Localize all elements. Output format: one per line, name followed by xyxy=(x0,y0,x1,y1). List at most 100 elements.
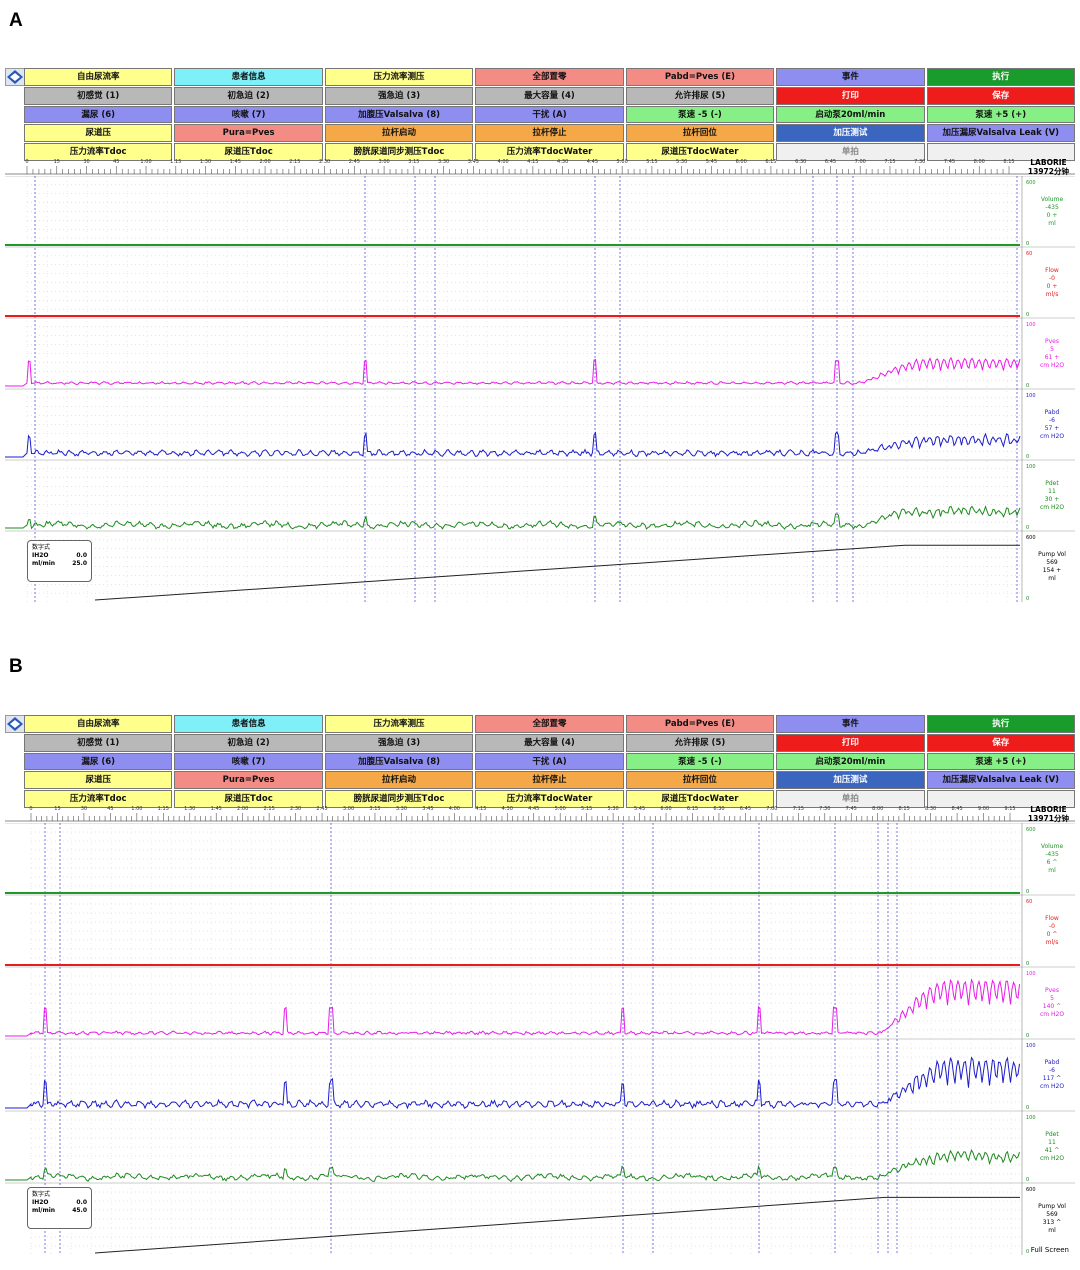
full-screen-button[interactable]: Full Screen xyxy=(1030,1246,1069,1254)
channel-value: cm H2O xyxy=(1039,1155,1065,1163)
command-button[interactable]: 压力流率Tdoc xyxy=(24,790,173,808)
command-button[interactable]: 最大容量 (4) xyxy=(475,733,624,752)
channel-label-pdet: Pdet 11 41 ^ cm H2O xyxy=(1028,1131,1076,1163)
empty-button-slot xyxy=(926,790,1075,808)
time-tick-label: 7:30 xyxy=(914,159,925,165)
command-button[interactable]: 单拍 xyxy=(776,143,925,161)
laborie-label: LABORIE 13971分钟 xyxy=(1028,805,1069,823)
channel-value: 0 + xyxy=(1046,282,1058,290)
command-button[interactable]: 事件 xyxy=(776,68,925,86)
command-button[interactable]: 咳嗽 (7) xyxy=(174,752,323,771)
command-button[interactable]: 拉杆停止 xyxy=(475,124,624,143)
command-button[interactable]: 患者信息 xyxy=(174,715,323,733)
command-button[interactable]: 保存 xyxy=(926,86,1075,105)
command-button[interactable]: 漏尿 (6) xyxy=(24,752,173,771)
time-tick-label: 0 xyxy=(29,806,32,812)
command-button[interactable]: 初急迫 (2) xyxy=(174,86,323,105)
command-button[interactable]: 初急迫 (2) xyxy=(174,733,323,752)
command-button[interactable]: 尿道压 xyxy=(24,771,173,790)
command-button[interactable]: 咳嗽 (7) xyxy=(174,105,323,124)
command-button[interactable]: 膀胱尿道同步测压Tdoc xyxy=(324,790,474,808)
command-button[interactable]: 全部置零 xyxy=(475,68,624,86)
scale-top-label: 100 xyxy=(1026,1043,1036,1049)
command-button[interactable]: 泵速 +5 (+) xyxy=(926,752,1075,771)
command-button[interactable]: 患者信息 xyxy=(174,68,323,86)
channel-name: Pdet xyxy=(1045,1131,1059,1139)
command-button[interactable]: 加压漏尿Valsalva Leak (V) xyxy=(926,124,1075,143)
command-button[interactable]: 压力流率TdocWater xyxy=(475,143,624,161)
command-button[interactable]: 膀胱尿道同步测压Tdoc xyxy=(324,143,474,161)
command-button[interactable]: 干扰 (A) xyxy=(475,105,624,124)
command-button[interactable]: 执行 xyxy=(926,715,1075,733)
command-button[interactable]: 打印 xyxy=(776,733,925,752)
command-button[interactable]: 允许排尿 (5) xyxy=(625,86,775,105)
time-tick-label: 45 xyxy=(113,159,119,165)
command-button[interactable]: 启动泵20ml/min xyxy=(776,752,925,771)
time-tick-label: 4:15 xyxy=(475,806,486,812)
channel-value: 5 xyxy=(1050,345,1054,353)
scale-bottom-label: 0 xyxy=(1026,241,1029,247)
command-button[interactable]: 打印 xyxy=(776,86,925,105)
scale-top-label: 600 xyxy=(1026,180,1036,186)
command-button[interactable]: 漏尿 (6) xyxy=(24,105,173,124)
command-button[interactable]: 启动泵20ml/min xyxy=(776,105,925,124)
command-button[interactable]: 尿道压TdocWater xyxy=(625,790,775,808)
command-button[interactable]: 单拍 xyxy=(776,790,925,808)
command-button[interactable]: Pura=Pves xyxy=(174,771,323,790)
command-button[interactable]: 压力流率TdocWater xyxy=(475,790,624,808)
command-button[interactable]: 强急迫 (3) xyxy=(324,733,474,752)
command-button[interactable]: 拉杆回位 xyxy=(625,124,775,143)
command-button[interactable]: 加压测试 xyxy=(776,124,925,143)
channel-label-flow: Flow -0 0 ^ ml/s xyxy=(1028,915,1076,947)
command-button[interactable]: 全部置零 xyxy=(475,715,624,733)
command-button[interactable]: 拉杆启动 xyxy=(324,771,474,790)
command-button[interactable]: 加压测试 xyxy=(776,771,925,790)
command-button[interactable]: Pabd=Pves (E) xyxy=(625,715,775,733)
time-tick-label: 3:15 xyxy=(408,159,419,165)
command-button[interactable]: 压力流率测压 xyxy=(324,715,474,733)
command-button[interactable]: 拉杆停止 xyxy=(475,771,624,790)
command-button[interactable]: 保存 xyxy=(926,733,1075,752)
command-button[interactable]: 允许排尿 (5) xyxy=(625,733,775,752)
command-button[interactable]: 干扰 (A) xyxy=(475,752,624,771)
command-button[interactable]: 初感觉 (1) xyxy=(24,733,173,752)
command-button[interactable]: Pura=Pves xyxy=(174,124,323,143)
command-button[interactable]: 加腹压Valsalva (8) xyxy=(324,752,474,771)
trace-area[interactable]: 600 0 60 0 100 0 100 0 100 0 600 0 Volume -435 0 + ml F… xyxy=(5,176,1075,603)
numeric-row: ml/min 25.0 xyxy=(32,560,87,568)
command-button[interactable]: 尿道压Tdoc xyxy=(174,143,323,161)
command-button[interactable]: 压力流率测压 xyxy=(324,68,474,86)
command-button[interactable]: 执行 xyxy=(926,68,1075,86)
command-button[interactable]: Pabd=Pves (E) xyxy=(625,68,775,86)
command-button[interactable]: 拉杆回位 xyxy=(625,771,775,790)
command-button[interactable]: 泵速 -5 (-) xyxy=(625,105,775,124)
channel-label-pump-vol: Pump Vol 569 313 ^ ml xyxy=(1028,1203,1076,1235)
channel-value: cm H2O xyxy=(1039,361,1065,369)
channel-label-pabd: Pabd -6 57 + cm H2O xyxy=(1028,409,1076,441)
command-button[interactable]: 初感觉 (1) xyxy=(24,86,173,105)
command-button[interactable]: 强急迫 (3) xyxy=(324,86,474,105)
command-button[interactable]: 泵速 -5 (-) xyxy=(625,752,775,771)
command-button[interactable]: 自由尿流率 xyxy=(24,715,173,733)
trace-area[interactable]: 600 0 60 0 100 0 100 0 100 0 600 0 Volume -435 6 ^ ml F… xyxy=(5,823,1075,1255)
command-button[interactable]: 自由尿流率 xyxy=(24,68,173,86)
command-button[interactable]: 拉杆启动 xyxy=(324,124,474,143)
command-button[interactable]: 尿道压 xyxy=(24,124,173,143)
channel-name: Pdet xyxy=(1045,479,1059,487)
time-tick-label: 1:30 xyxy=(200,159,211,165)
channel-value: 61 + xyxy=(1044,353,1060,361)
command-button[interactable]: 泵速 +5 (+) xyxy=(926,105,1075,124)
command-button[interactable]: 加压漏尿Valsalva Leak (V) xyxy=(926,771,1075,790)
time-tick-label: 1:30 xyxy=(184,806,195,812)
time-tick-label: 4:15 xyxy=(527,159,538,165)
command-button[interactable]: 尿道压TdocWater xyxy=(625,143,775,161)
command-button[interactable]: 压力流率Tdoc xyxy=(24,143,173,161)
channel-name: Flow xyxy=(1045,915,1059,923)
numeric-title: 数字式 xyxy=(32,544,51,551)
command-button[interactable]: 尿道压Tdoc xyxy=(174,790,323,808)
time-tick-label: 6:15 xyxy=(687,806,698,812)
command-button[interactable]: 事件 xyxy=(776,715,925,733)
command-button[interactable]: 加腹压Valsalva (8) xyxy=(324,105,474,124)
command-button[interactable]: 最大容量 (4) xyxy=(475,86,624,105)
empty-button-slot xyxy=(926,143,1075,161)
